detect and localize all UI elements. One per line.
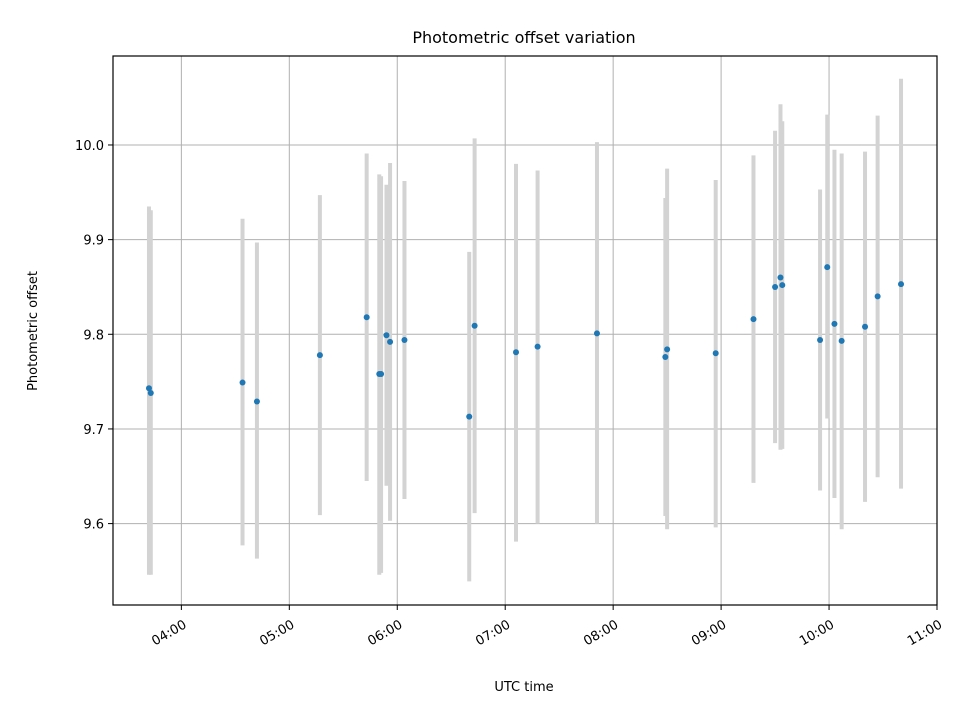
data-point	[824, 264, 831, 271]
y-tick-label: 10.0	[75, 139, 104, 154]
y-axis-label: Photometric offset	[26, 271, 41, 391]
y-tick-label: 9.9	[83, 234, 104, 249]
data-point	[513, 349, 520, 356]
data-point	[712, 350, 719, 357]
data-point	[316, 352, 323, 359]
data-point	[862, 323, 869, 330]
data-point	[838, 337, 845, 344]
data-point	[750, 316, 757, 323]
data-point	[147, 389, 154, 396]
data-point	[779, 282, 786, 289]
x-axis-label: UTC time	[494, 680, 553, 695]
data-points	[145, 264, 905, 420]
data-point	[363, 314, 370, 321]
data-point	[253, 398, 260, 405]
data-point	[662, 354, 669, 361]
data-point	[239, 379, 246, 386]
chart-title: Photometric offset variation	[412, 28, 635, 47]
axes-frame	[112, 55, 938, 606]
y-axis-ticks: 9.6 9.7 9.8 9.9 10.0	[75, 139, 113, 533]
data-point	[534, 343, 541, 350]
data-point	[898, 281, 905, 288]
data-point	[471, 322, 478, 329]
data-point	[831, 320, 838, 327]
data-point	[772, 283, 779, 290]
data-point	[383, 332, 390, 339]
data-point	[387, 338, 394, 345]
data-point	[593, 330, 600, 337]
y-tick-label: 9.8	[83, 328, 104, 343]
y-tick-label: 9.6	[83, 518, 104, 533]
data-point	[777, 274, 784, 281]
data-point	[874, 293, 881, 300]
data-point	[817, 336, 824, 343]
data-point	[145, 385, 152, 392]
data-point	[664, 346, 671, 353]
grid	[113, 56, 938, 605]
y-tick-label: 9.7	[83, 423, 104, 438]
data-point	[466, 413, 473, 420]
data-point	[401, 336, 408, 343]
data-point	[378, 371, 385, 378]
